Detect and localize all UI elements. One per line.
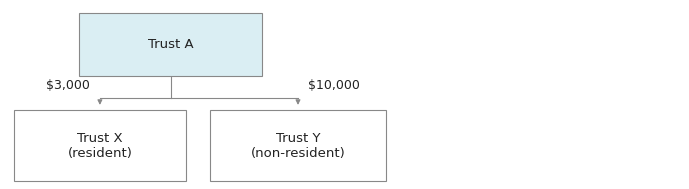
Text: Trust Y
(non-resident): Trust Y (non-resident) bbox=[251, 132, 345, 160]
Text: $10,000: $10,000 bbox=[308, 79, 360, 92]
Text: $3,000: $3,000 bbox=[45, 79, 90, 92]
Text: Trust A: Trust A bbox=[147, 38, 194, 51]
FancyBboxPatch shape bbox=[79, 13, 262, 76]
FancyBboxPatch shape bbox=[210, 110, 386, 181]
FancyBboxPatch shape bbox=[14, 110, 186, 181]
Text: Trust X
(resident): Trust X (resident) bbox=[68, 132, 132, 160]
